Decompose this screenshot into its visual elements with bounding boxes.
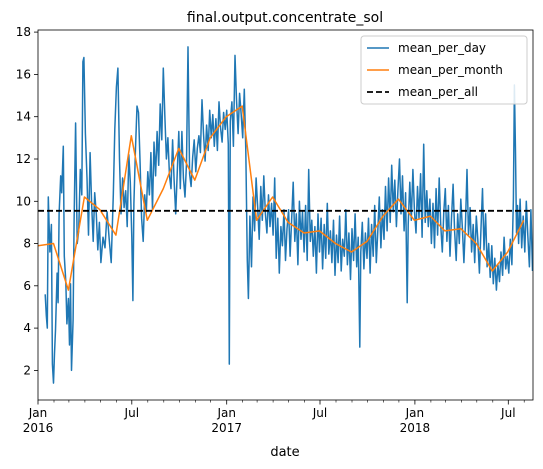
x-tick-label: Jan	[216, 406, 236, 420]
y-tick-label: 2	[23, 363, 31, 377]
y-tick-label: 4	[23, 321, 31, 335]
legend-box	[360, 35, 528, 105]
y-tick-label: 18	[16, 25, 31, 39]
legend: mean_per_day mean_per_month mean_per_all	[360, 35, 528, 105]
y-tick-label: 12	[16, 152, 31, 166]
series-layer	[38, 46, 533, 384]
y-tick-label: 16	[16, 67, 31, 81]
plot-area-frame	[37, 29, 534, 401]
y-tick-label: 14	[16, 110, 31, 124]
y-tick-label: 8	[23, 237, 31, 251]
y-tick-label: 10	[16, 194, 31, 208]
y-tick-label: 6	[23, 279, 31, 293]
legend-label: mean_per_day	[398, 41, 486, 55]
legend-label: mean_per_month	[398, 63, 503, 77]
x-tick-year-label: 2016	[23, 421, 54, 435]
series-mean-per-day-line	[44, 46, 533, 384]
x-tick-year-label: 2018	[400, 421, 431, 435]
y-axis: 2 4 6 8 10 12 14 16 18	[16, 25, 38, 377]
x-tick-label: Jan	[28, 406, 48, 420]
series-mean-per-month-line	[38, 105, 525, 291]
x-tick-label: Jul	[312, 406, 327, 420]
x-tick-label: Jan	[405, 406, 425, 420]
x-tick-label: Jul	[124, 406, 139, 420]
legend-label: mean_per_all	[398, 85, 478, 99]
x-tick-label: Jul	[500, 406, 515, 420]
x-tick-year-label: 2017	[211, 421, 242, 435]
x-axis-label: date	[270, 445, 299, 460]
chart-title: final.output.concentrate_sol	[187, 10, 383, 26]
